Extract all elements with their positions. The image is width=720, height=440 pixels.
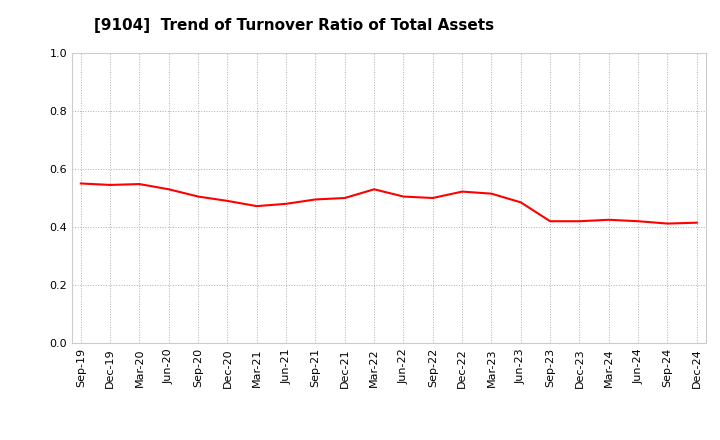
Text: [9104]  Trend of Turnover Ratio of Total Assets: [9104] Trend of Turnover Ratio of Total …: [94, 18, 494, 33]
